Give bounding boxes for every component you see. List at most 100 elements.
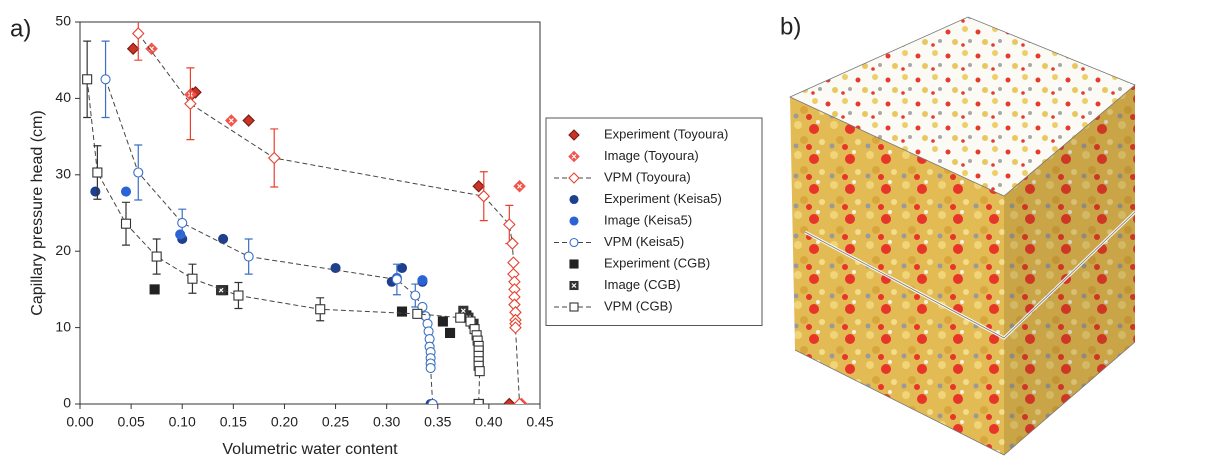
marker	[412, 308, 423, 319]
marker-hatch	[571, 154, 577, 159]
legend-label: Image (Toyoura)	[604, 148, 699, 163]
marker-hatch	[228, 118, 234, 123]
x-tick-label: 0.40	[475, 414, 502, 430]
series	[145, 42, 528, 404]
cube-top-face	[789, 16, 1136, 197]
marker	[131, 27, 145, 40]
x-tick-label: 0.05	[117, 414, 144, 430]
plot-area: 0.00 0.05 0.10 0.15 0.20 0.25 0.30 0.35 0.40 0.45…	[29, 13, 763, 458]
x-tick-label: 0.15	[220, 414, 247, 430]
x-axis-title: Volumetric water content	[222, 441, 398, 458]
marker	[444, 327, 456, 338]
series-layer	[82, 22, 528, 404]
marker	[233, 290, 244, 301]
series	[216, 285, 484, 404]
marker	[330, 262, 341, 274]
series-line	[86, 79, 481, 404]
marker	[120, 218, 132, 229]
y-axis-title: Capillary pressure head (cm)	[29, 110, 46, 315]
marker-hatch	[571, 283, 577, 288]
marker-hatch	[517, 183, 522, 189]
x-tick-label: 0.30	[373, 414, 400, 430]
x-tick-label: 0.10	[169, 414, 196, 430]
marker	[509, 321, 522, 334]
series	[100, 40, 438, 404]
x-tick-label: 0.25	[322, 414, 349, 430]
y-tick-label: 10	[55, 318, 71, 334]
marker	[315, 304, 326, 315]
marker	[396, 306, 408, 317]
legend-label: VPM (Toyoura)	[604, 169, 691, 184]
y-tick-label: 50	[55, 13, 71, 29]
series	[90, 186, 436, 404]
marker	[177, 217, 188, 228]
y-tick-label: 30	[55, 166, 71, 182]
legend-box	[545, 117, 763, 326]
legend-label: Experiment (CGB)	[604, 255, 710, 270]
panel-label: b)	[780, 13, 801, 40]
legend-label: Image (Keisa5)	[604, 212, 692, 227]
cube-right-face	[1004, 85, 1135, 455]
marker	[175, 229, 186, 240]
marker	[133, 167, 144, 178]
series	[82, 40, 485, 404]
cube-left-face	[790, 97, 1004, 455]
marker	[184, 97, 197, 111]
marker	[437, 316, 448, 327]
cube-bottom-edge	[794, 341, 1136, 456]
marker	[503, 397, 516, 404]
marker	[507, 256, 520, 269]
marker	[417, 275, 428, 286]
marker	[151, 251, 162, 262]
legend-label: VPM (Keisa5)	[604, 234, 684, 249]
panel-label: a)	[10, 15, 31, 42]
marker	[569, 194, 579, 205]
marker	[568, 172, 580, 184]
marker	[267, 151, 281, 165]
marker	[391, 274, 402, 285]
marker	[82, 74, 93, 85]
y-tick-label: 40	[55, 89, 71, 105]
marker	[506, 237, 519, 250]
legend-label: Experiment (Toyoura)	[604, 126, 728, 141]
marker	[477, 189, 491, 203]
cube-shade	[1004, 85, 1135, 455]
pore-volume-render	[789, 16, 1137, 456]
marker	[473, 398, 484, 404]
marker	[120, 186, 132, 197]
y-tick-label: 20	[55, 242, 71, 258]
series	[120, 186, 438, 404]
series	[131, 22, 526, 404]
marker-hatch	[460, 308, 466, 314]
marker	[472, 179, 485, 193]
marker	[503, 218, 516, 231]
marker	[242, 114, 255, 127]
marker	[243, 251, 254, 262]
marker	[513, 397, 526, 404]
legend-label: Experiment (Keisa5)	[604, 191, 722, 206]
marker	[410, 290, 421, 301]
marker	[427, 398, 438, 404]
marker	[455, 312, 466, 323]
marker	[100, 74, 111, 85]
marker	[126, 42, 140, 56]
legend-label: VPM (CGB)	[604, 298, 673, 313]
legend-label: Image (CGB)	[604, 277, 681, 292]
x-tick-label: 0.45	[526, 414, 553, 430]
marker	[569, 302, 579, 312]
marker	[149, 284, 160, 295]
marker	[187, 273, 198, 284]
marker	[569, 259, 579, 269]
x-tick-label: 0.20	[271, 414, 298, 430]
plot-frame	[79, 21, 541, 405]
slice-edge	[804, 211, 1136, 339]
marker	[92, 167, 103, 178]
marker	[90, 186, 101, 197]
x-tick-label: 0.35	[424, 414, 451, 430]
marker	[425, 363, 436, 374]
y-tick-label: 0	[63, 395, 71, 411]
marker	[474, 366, 485, 377]
legend: Experiment (Toyoura) Image (Toyoura) VPM (…	[545, 117, 763, 326]
marker	[569, 237, 579, 248]
